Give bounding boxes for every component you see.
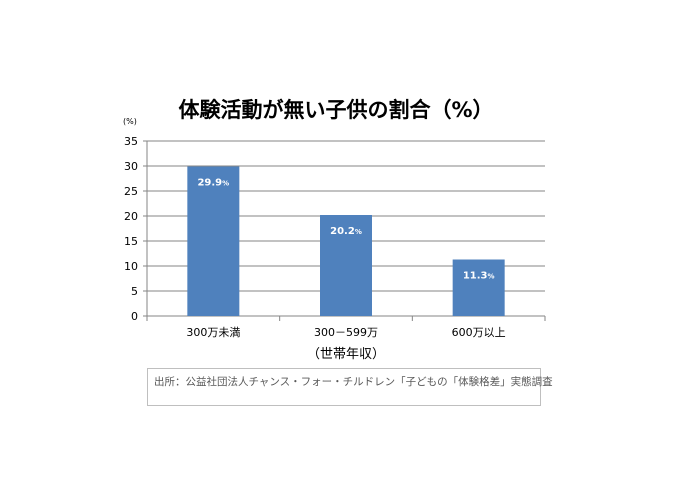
y-tick-label: 15	[124, 235, 138, 248]
chart-title: 体験活動が無い子供の割合（%）	[178, 98, 493, 122]
category-label: 300万未満	[186, 326, 240, 339]
y-tick-label: 30	[124, 160, 138, 173]
bar	[452, 259, 505, 316]
category-label: 300－599万	[314, 326, 378, 339]
data-label: 11.3%	[463, 271, 495, 282]
y-tick-label: 10	[124, 260, 138, 273]
y-tick-label: 5	[131, 285, 138, 298]
y-tick-label: 25	[124, 185, 138, 198]
category-label: 600万以上	[452, 326, 506, 339]
bar	[187, 166, 240, 316]
y-axis-unit: (%)	[123, 117, 137, 126]
y-tick-label: 35	[124, 135, 138, 148]
data-label: 29.9%	[197, 178, 229, 189]
bar	[320, 215, 372, 316]
x-axis-label: （世帯年収）	[307, 347, 385, 362]
data-label: 20.2%	[330, 226, 362, 237]
y-tick-label: 0	[131, 310, 138, 323]
source-note: 出所：公益社団法人チャンス・フォー・チルドレン「子どもの「体験格差」実態調査	[147, 368, 553, 406]
y-tick-label: 20	[124, 210, 138, 223]
